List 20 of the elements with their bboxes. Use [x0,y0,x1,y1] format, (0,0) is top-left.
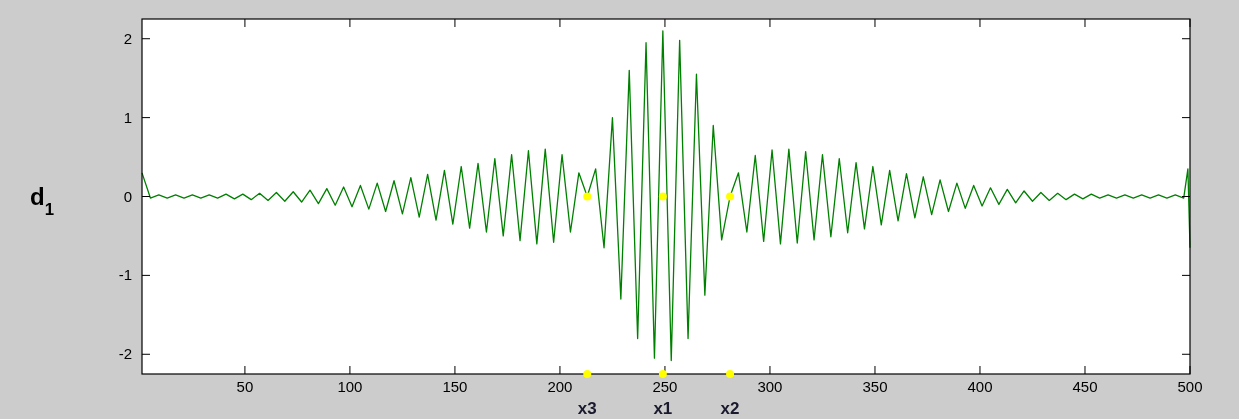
x-tick-label: 500 [1177,378,1203,395]
annotation: x1 [653,399,673,418]
x-tick-label: 300 [757,378,783,395]
x-tick-label: 450 [1072,378,1098,395]
y-axis-title: d$_{1}$ [29,182,55,218]
annotation: x2 [720,399,740,418]
x-tick-label: 400 [967,378,993,395]
x-tick-label: 150 [442,378,468,395]
y-tick-label: 0 [123,187,132,205]
x-tick-label: 200 [547,378,573,395]
x-tick-label: 50 [236,378,254,395]
annotation: x3 [577,399,597,418]
y-tick-label: -1 [118,266,132,284]
x-tick-label: 250 [652,378,678,395]
y-tick-label: 2 [123,29,132,47]
y-tick-label: 1 [123,108,132,126]
x-tick-label: 350 [862,378,888,395]
line-series [141,30,1191,362]
y-tick-label: -2 [118,345,132,363]
x-tick-label: 100 [337,378,363,395]
